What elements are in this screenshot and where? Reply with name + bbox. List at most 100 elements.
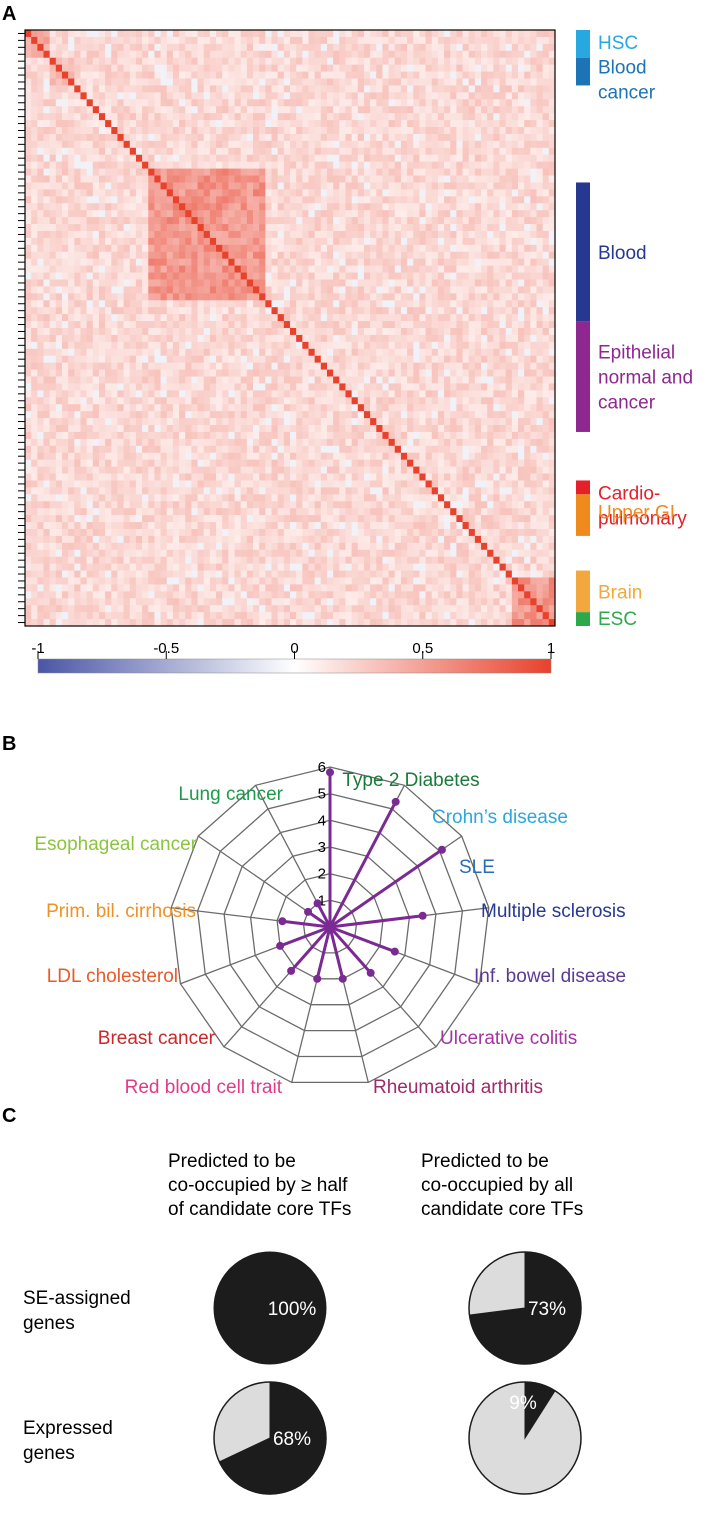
heatmap-cell bbox=[505, 341, 513, 350]
heatmap-cell bbox=[135, 85, 143, 93]
heatmap-cell bbox=[228, 293, 235, 301]
heatmap-cell bbox=[333, 369, 340, 377]
heatmap-cell bbox=[135, 334, 143, 343]
heatmap-cell bbox=[425, 383, 433, 391]
heatmap-cell bbox=[394, 321, 402, 329]
heatmap-cell bbox=[222, 314, 229, 322]
heatmap-cell bbox=[394, 189, 402, 197]
heatmap-cell bbox=[37, 341, 44, 350]
heatmap-cell bbox=[400, 36, 408, 45]
heatmap-cell bbox=[370, 293, 377, 301]
heatmap-cell bbox=[302, 85, 309, 93]
heatmap-cell bbox=[437, 244, 445, 253]
heatmap-cell bbox=[135, 99, 143, 107]
heatmap-cell bbox=[370, 383, 377, 391]
heatmap-cell bbox=[345, 140, 353, 149]
heatmap-cell bbox=[49, 334, 57, 343]
heatmap-cell bbox=[320, 203, 328, 211]
heatmap-cell bbox=[197, 425, 205, 433]
heatmap-cell bbox=[49, 272, 57, 280]
heatmap-cell bbox=[314, 196, 322, 204]
heatmap-cell bbox=[37, 120, 44, 128]
heatmap-cell bbox=[98, 265, 106, 273]
heatmap-cell bbox=[92, 224, 100, 232]
heatmap-cell bbox=[61, 307, 69, 315]
heatmap-cell bbox=[548, 425, 556, 433]
heatmap-cell bbox=[240, 182, 248, 190]
heatmap-cell bbox=[277, 300, 285, 308]
heatmap-cell bbox=[407, 99, 414, 107]
heatmap-cell bbox=[55, 210, 63, 218]
heatmap-cell bbox=[363, 272, 371, 280]
heatmap-cell bbox=[505, 85, 513, 93]
heatmap-cell bbox=[172, 355, 180, 364]
heatmap-cell bbox=[431, 258, 439, 267]
heatmap-cell bbox=[240, 265, 248, 273]
heatmap-cell bbox=[394, 411, 402, 419]
heatmap-cell bbox=[431, 321, 439, 329]
heatmap-cell bbox=[142, 397, 149, 405]
heatmap-cell bbox=[98, 106, 106, 114]
heatmap-cell bbox=[333, 272, 340, 280]
heatmap-cell bbox=[376, 328, 383, 336]
heatmap-cell bbox=[394, 258, 402, 267]
heatmap-cell bbox=[86, 286, 94, 294]
heatmap-cell bbox=[493, 154, 500, 163]
heatmap-cell bbox=[31, 154, 38, 163]
heatmap-cell bbox=[246, 328, 254, 336]
heatmap-cell bbox=[160, 78, 168, 86]
heatmap-cell bbox=[437, 279, 445, 287]
heatmap-cell bbox=[80, 57, 88, 66]
heatmap-cell bbox=[505, 425, 513, 433]
heatmap-cell bbox=[308, 397, 316, 405]
heatmap-cell bbox=[111, 383, 118, 391]
heatmap-cell bbox=[68, 217, 75, 225]
heatmap-cell bbox=[222, 154, 229, 163]
heatmap-cell bbox=[111, 224, 118, 232]
heatmap-cell bbox=[203, 404, 211, 412]
heatmap-cell bbox=[228, 196, 235, 204]
heatmap-cell bbox=[407, 120, 414, 128]
heatmap-cell bbox=[129, 154, 137, 163]
heatmap-cell bbox=[31, 161, 38, 169]
heatmap-cell bbox=[191, 397, 198, 405]
heatmap-cell bbox=[240, 71, 248, 79]
heatmap-cell bbox=[86, 154, 94, 163]
heatmap-cell bbox=[314, 307, 322, 315]
heatmap-cell bbox=[481, 404, 488, 412]
heatmap-cell bbox=[216, 50, 223, 59]
heatmap-cell bbox=[234, 140, 242, 149]
heatmap-cell bbox=[333, 71, 340, 79]
heatmap-cell bbox=[246, 293, 254, 301]
heatmap-cell bbox=[302, 390, 309, 398]
heatmap-cell bbox=[382, 279, 389, 287]
heatmap-cell bbox=[450, 106, 457, 114]
heatmap-cell bbox=[450, 140, 457, 149]
heatmap-cell bbox=[518, 265, 525, 273]
heatmap-cell bbox=[419, 196, 426, 204]
heatmap-cell bbox=[216, 36, 223, 45]
heatmap-cell bbox=[394, 168, 402, 176]
heatmap-cell bbox=[185, 196, 192, 204]
heatmap-cell bbox=[394, 348, 402, 357]
heatmap-cell bbox=[363, 99, 371, 107]
heatmap-cell bbox=[37, 314, 44, 322]
heatmap-cell bbox=[160, 36, 168, 45]
heatmap-cell bbox=[437, 272, 445, 280]
heatmap-cell bbox=[394, 224, 402, 232]
heatmap-cell bbox=[166, 258, 174, 267]
heatmap-cell bbox=[320, 348, 328, 357]
heatmap-cell bbox=[160, 300, 168, 308]
heatmap-cell bbox=[197, 43, 205, 52]
heatmap-cell bbox=[518, 30, 525, 38]
heatmap-cell bbox=[363, 404, 371, 412]
heatmap-cell bbox=[203, 224, 211, 232]
heatmap-cell bbox=[49, 355, 57, 364]
heatmap-cell bbox=[105, 224, 112, 232]
heatmap-cell bbox=[524, 71, 531, 79]
heatmap-cell bbox=[326, 189, 334, 197]
heatmap-cell bbox=[382, 244, 389, 253]
heatmap-cell bbox=[74, 314, 81, 322]
heatmap-cell bbox=[314, 244, 322, 253]
heatmap-cell bbox=[271, 369, 279, 377]
